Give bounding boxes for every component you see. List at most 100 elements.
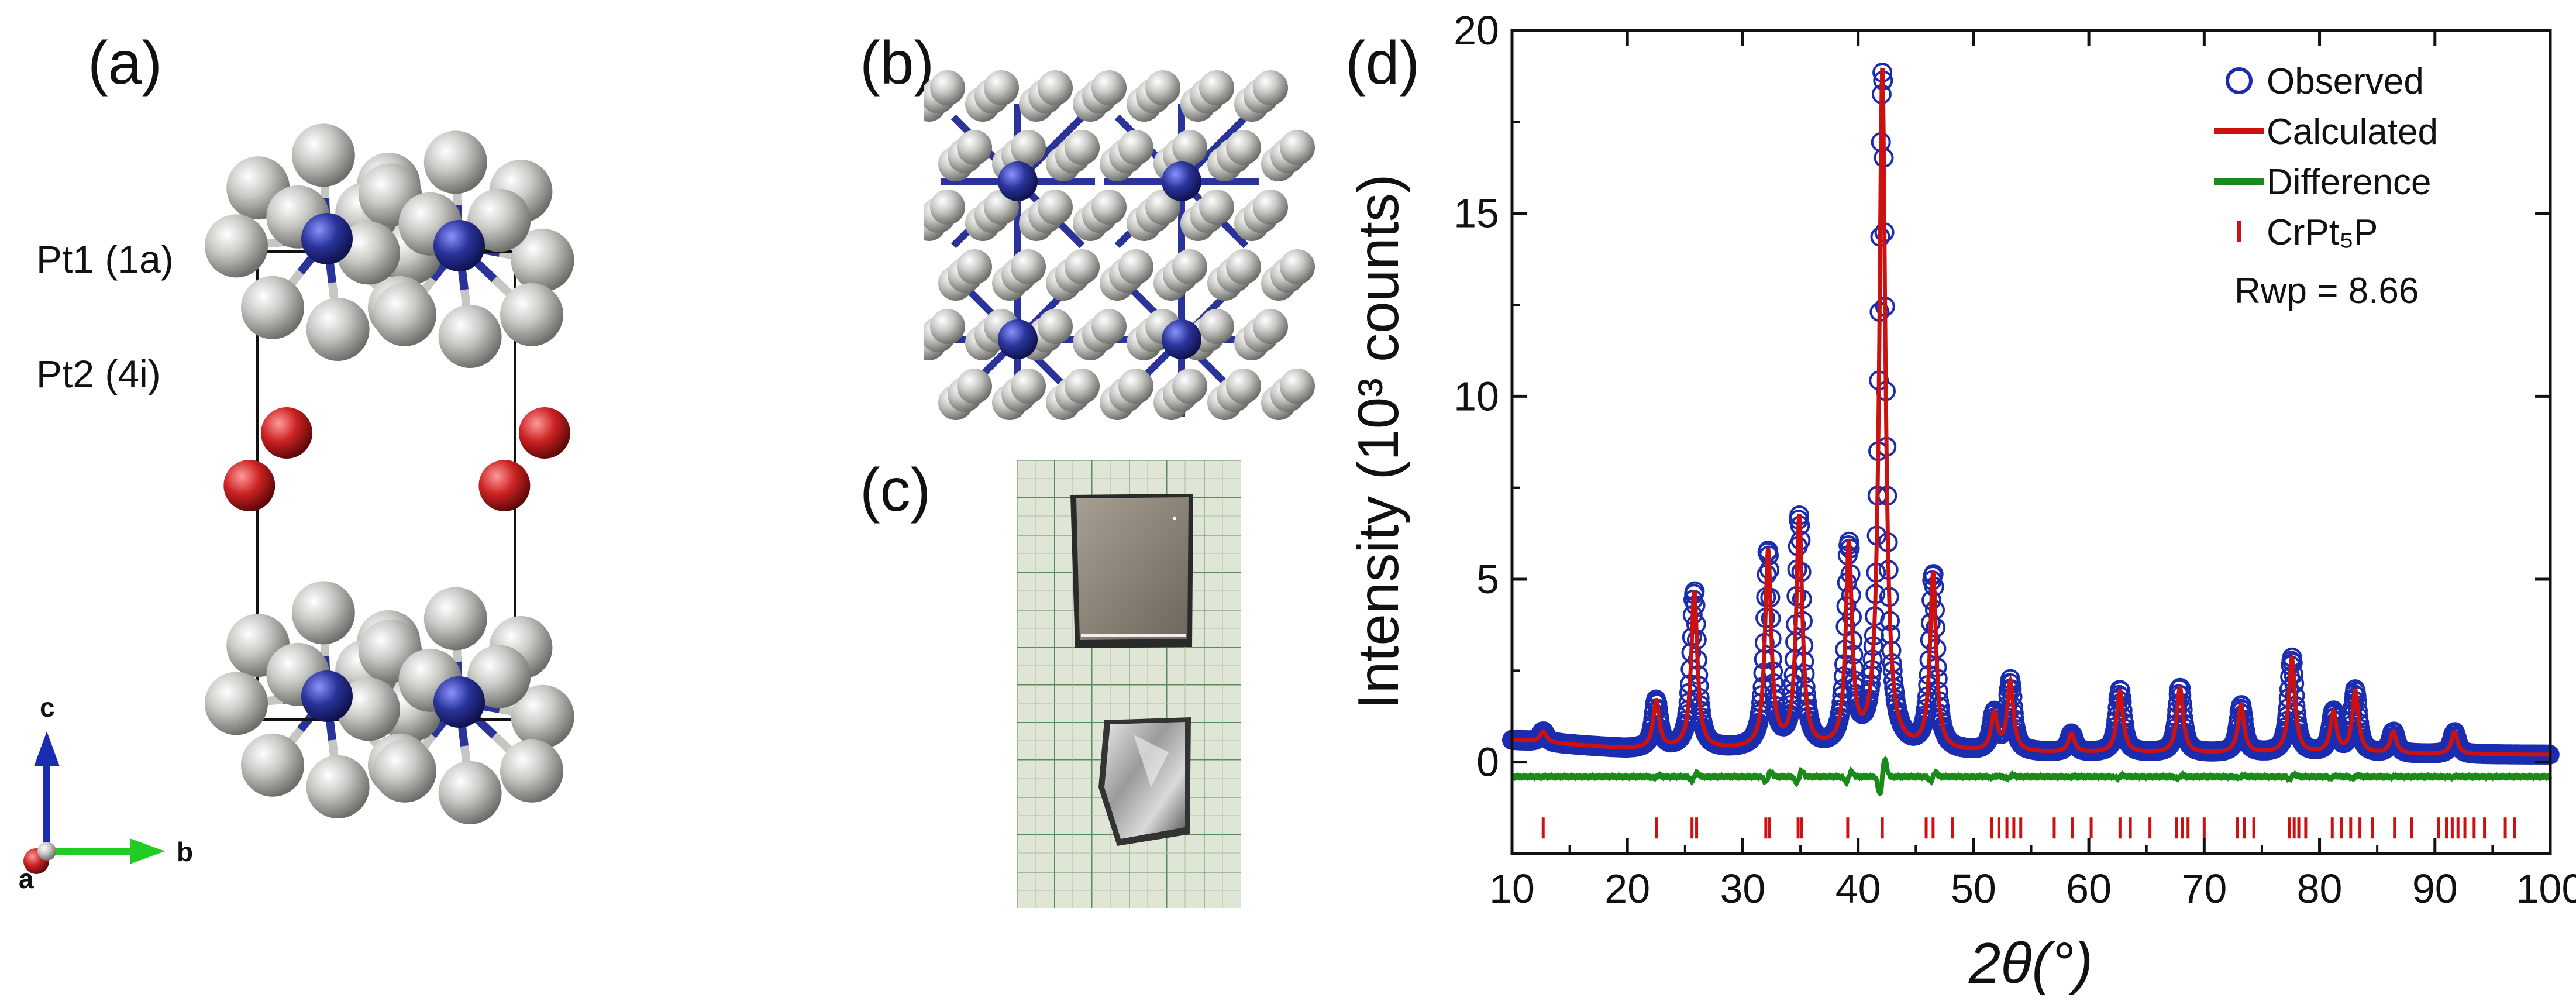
pt-atom bbox=[291, 581, 355, 645]
pt-atom bbox=[500, 283, 563, 346]
panel-label-c: (c) bbox=[860, 456, 931, 524]
pt-atom bbox=[467, 188, 531, 252]
pt-atom bbox=[1011, 249, 1046, 284]
pt-atom bbox=[1065, 369, 1100, 404]
pt-atom bbox=[306, 298, 370, 361]
cr-atom bbox=[1162, 161, 1201, 201]
pt-atom bbox=[1280, 369, 1315, 404]
pt-atom bbox=[511, 228, 574, 292]
pt-atom bbox=[291, 123, 355, 187]
pt-atom bbox=[1091, 190, 1127, 225]
pt-atom bbox=[1145, 70, 1180, 105]
pt-atom bbox=[1038, 190, 1073, 225]
pt-atom bbox=[373, 739, 436, 803]
pt-atom bbox=[984, 70, 1019, 105]
pt-atom bbox=[1280, 249, 1315, 284]
pt-atom bbox=[1065, 130, 1100, 165]
pt-atom bbox=[1253, 309, 1288, 344]
crystal-structure-top-view bbox=[924, 70, 1315, 420]
y-tick-label: 10 bbox=[1454, 373, 1499, 419]
pt-atom bbox=[1253, 190, 1288, 225]
legend-marker-observed bbox=[2226, 67, 2253, 94]
pt-atom bbox=[1280, 130, 1315, 165]
legend-label-calculated: Calculated bbox=[2267, 112, 2438, 152]
pt-atom bbox=[1199, 309, 1234, 344]
pt-atom bbox=[1065, 249, 1100, 284]
x-axis-label: 2θ(°) bbox=[1968, 931, 2093, 995]
panel-label-b: (b) bbox=[860, 29, 935, 97]
pt-atom bbox=[1011, 369, 1046, 404]
x-tick-label: 60 bbox=[2066, 866, 2112, 911]
pt-atom bbox=[1091, 309, 1127, 344]
rwp-annotation: Rwp = 8.66 bbox=[2234, 271, 2419, 311]
legend-label-bragg: CrPt₅P bbox=[2267, 212, 2378, 253]
legend-label-difference: Difference bbox=[2267, 162, 2431, 202]
p-atom bbox=[261, 407, 312, 459]
site-label-pt2: Pt2 (4i) bbox=[36, 352, 161, 395]
pt-atom bbox=[438, 305, 502, 368]
pt-atom bbox=[1172, 249, 1207, 284]
legend: Observed Calculated Difference CrPt₅P Rw… bbox=[2214, 61, 2438, 311]
p-atom bbox=[478, 460, 531, 511]
atom-group bbox=[924, 70, 1315, 420]
pt-atom bbox=[1118, 249, 1153, 284]
pt-atom bbox=[241, 276, 304, 339]
pt-atom bbox=[1253, 70, 1288, 105]
y-tick-label: 0 bbox=[1476, 739, 1499, 785]
pt-atom bbox=[1199, 190, 1234, 225]
pt-atom bbox=[1226, 130, 1261, 165]
series-difference bbox=[1510, 755, 2553, 797]
panel-label-a: (a) bbox=[88, 29, 163, 97]
y-axis-label: Intensity (10³ counts) bbox=[1346, 174, 1410, 709]
crystal-1 bbox=[1070, 494, 1193, 648]
pt-atom bbox=[1091, 70, 1127, 105]
pt-atom bbox=[205, 214, 268, 278]
pt-atom bbox=[957, 369, 992, 404]
pt-atom bbox=[1038, 70, 1073, 105]
pt-atom bbox=[467, 645, 531, 708]
pt-atom bbox=[1118, 369, 1153, 404]
pt-atom bbox=[1199, 70, 1234, 105]
cr-atom bbox=[433, 676, 485, 728]
x-tick-label: 100 bbox=[2516, 866, 2576, 911]
xrd-refinement-chart: 10 20 30 40 50 60 70 80 90 100 0 5 10 15 20 2θ(°) Int… bbox=[1346, 8, 2576, 995]
axis-label-b: b bbox=[177, 837, 193, 867]
x-tick-label: 10 bbox=[1489, 866, 1535, 911]
x-tick-label: 40 bbox=[1835, 866, 1881, 911]
crystal-structure-side-view: c b a bbox=[19, 123, 574, 894]
x-tick-label: 90 bbox=[2412, 866, 2458, 911]
cr-atom bbox=[998, 319, 1038, 359]
pt-atom bbox=[337, 677, 400, 741]
cr-atom bbox=[998, 161, 1038, 201]
pt-atom bbox=[1011, 130, 1046, 165]
series-bragg-ticks bbox=[1541, 817, 2516, 839]
y-axis: 0 5 10 15 20 bbox=[1454, 8, 2550, 785]
site-label-pt1: Pt1 (1a) bbox=[36, 238, 174, 281]
pt-atom bbox=[930, 190, 965, 225]
pt-atom bbox=[1038, 309, 1073, 344]
crystal-photo bbox=[1017, 460, 1241, 908]
pt-atom bbox=[930, 70, 965, 105]
series-calculated bbox=[1512, 67, 2550, 757]
x-tick-label: 50 bbox=[1951, 866, 1996, 911]
pt-atom bbox=[373, 283, 436, 346]
crystal-2 bbox=[1098, 717, 1191, 846]
pt-atom bbox=[1172, 369, 1207, 404]
pt-atom bbox=[423, 587, 487, 651]
axis-triad: c b a bbox=[19, 692, 193, 894]
pt-atom bbox=[511, 684, 574, 748]
cr-atom bbox=[433, 220, 485, 271]
cr-atom bbox=[1162, 319, 1201, 359]
pt-atom bbox=[241, 733, 304, 797]
pt-atom bbox=[438, 761, 502, 824]
y-tick-label: 20 bbox=[1454, 8, 1499, 53]
x-tick-label: 20 bbox=[1604, 866, 1650, 911]
p-atom bbox=[223, 460, 275, 511]
atom-group bbox=[205, 123, 574, 824]
pt-atom bbox=[1118, 130, 1153, 165]
axis-label-a: a bbox=[19, 864, 34, 894]
pt-atom bbox=[337, 221, 400, 285]
pt-atom bbox=[306, 755, 370, 818]
x-axis: 10 20 30 40 50 60 70 80 90 100 bbox=[1489, 30, 2576, 911]
x-tick-label: 30 bbox=[1720, 866, 1766, 911]
